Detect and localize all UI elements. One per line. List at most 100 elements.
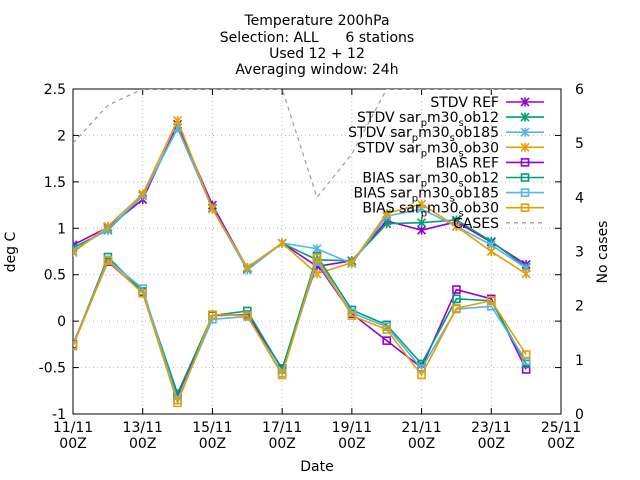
data-point	[382, 208, 392, 218]
data-point	[173, 116, 183, 126]
x-tick-label-date: 15/11	[192, 420, 232, 436]
x-tick-label-time: 00Z	[59, 436, 86, 452]
legend-marker	[520, 158, 530, 167]
legend-entry: STDV sarpm30sob30	[357, 140, 544, 159]
y-tick-label: -1	[52, 407, 66, 423]
legend-label: CASES	[453, 216, 499, 232]
chart-title: Temperature 200hPa Selection: ALL 6 stat…	[220, 13, 414, 78]
title-line-4: Averaging window: 24h	[235, 62, 398, 78]
data-point	[277, 370, 287, 380]
data-point	[138, 189, 148, 199]
data-point	[452, 285, 461, 294]
data-point	[173, 398, 182, 408]
data-point	[486, 296, 496, 306]
legend-marker	[520, 97, 530, 107]
y2-tick-label: 3	[575, 245, 584, 261]
y-axis-label: deg C	[3, 231, 19, 272]
series-bias-sar-p-m30-s-ob12	[73, 251, 531, 398]
title-line-1: Temperature 200hPa	[243, 13, 389, 29]
legend-entry: BIAS REF	[436, 155, 544, 171]
series-line	[73, 254, 527, 396]
series-line	[73, 256, 527, 406]
x-tick-label-time: 00Z	[338, 436, 365, 452]
data-point	[242, 306, 252, 316]
legend-label: BIAS sarpm30sob30	[362, 201, 499, 220]
legend-marker	[520, 127, 530, 137]
x-tick-label-date: 11/11	[53, 420, 93, 436]
legend-label: STDV sarpm30sob30	[357, 140, 499, 159]
title-line-3: Used 12 + 12	[269, 46, 365, 62]
x-tick-label-date: 19/11	[332, 420, 372, 436]
data-point	[138, 284, 148, 293]
y-tick-label: 0	[57, 314, 66, 330]
y2-axis-label: No cases	[595, 221, 611, 284]
data-point	[521, 365, 531, 374]
data-point	[417, 218, 427, 228]
y-tick-label: 1.5	[44, 175, 66, 191]
legend-marker	[520, 188, 530, 197]
x-tick-label-time: 00Z	[268, 436, 295, 452]
legend-label: STDV REF	[430, 95, 499, 111]
data-point	[103, 256, 113, 266]
legend-entry: BIAS sarpm30sob30	[362, 201, 544, 220]
data-point	[208, 310, 217, 319]
legend-label: BIAS sarpm30sob12	[362, 171, 499, 190]
legend-entry: BIAS sarpm30sob12	[362, 171, 544, 190]
legend-marker	[520, 203, 530, 212]
legend-entry: STDV REF	[430, 95, 544, 111]
x-tick-label-date: 25/11	[541, 420, 581, 436]
data-point	[347, 258, 357, 268]
series-line	[73, 118, 527, 275]
y-tick-label: 0.5	[44, 268, 66, 284]
series-bias-sar-p-m30-s-ob185	[73, 255, 531, 405]
y2-tick-label: 1	[575, 353, 584, 369]
legend-entry: STDV sarpm30sob185	[348, 125, 544, 144]
legend-entry: STDV sarpm30sob12	[357, 110, 544, 129]
y-tick-label: 2	[57, 128, 66, 144]
data-point	[277, 238, 287, 248]
data-point	[521, 350, 531, 359]
x-tick-label-date: 21/11	[401, 420, 441, 436]
x-tick-label-time: 00Z	[547, 436, 574, 452]
y-tick-label: 1	[57, 221, 66, 237]
data-point	[73, 246, 78, 256]
data-point	[452, 294, 461, 304]
y2-tick-label: 2	[575, 299, 584, 315]
y2-tick-label: 5	[575, 136, 584, 152]
data-point	[207, 204, 217, 214]
y2-tick-label: 6	[575, 82, 584, 98]
series-line	[73, 260, 527, 398]
title-line-2: Selection: ALL 6 stations	[220, 30, 414, 46]
series	[73, 89, 531, 408]
data-point	[382, 325, 392, 334]
legend-entry: CASES	[453, 216, 544, 232]
data-point	[486, 246, 496, 257]
data-point	[451, 221, 461, 231]
x-tick-label-time: 00Z	[478, 436, 505, 452]
data-point	[312, 244, 322, 254]
series-line	[73, 258, 527, 403]
legend-marker	[520, 173, 530, 182]
x-tick-label-date: 13/11	[123, 420, 163, 436]
data-point	[452, 303, 461, 313]
series-bias-ref	[73, 257, 531, 400]
series-stdv-sar-p-m30-s-ob30	[73, 116, 531, 279]
legend-label: STDV sarpm30sob185	[348, 125, 499, 144]
series-bias-sar-p-m30-s-ob30	[73, 253, 531, 408]
x-tick-label-time: 00Z	[199, 436, 226, 452]
data-point	[73, 247, 78, 257]
y2-tick-label: 4	[575, 190, 584, 206]
data-point	[347, 311, 357, 320]
y-tick-label: -0.5	[39, 361, 66, 377]
legend-label: BIAS sarpm30sob185	[354, 186, 500, 205]
legend-marker	[520, 112, 530, 122]
data-point	[138, 288, 148, 298]
legend-entry: BIAS sarpm30sob185	[354, 186, 544, 205]
legend-label: STDV sarpm30sob12	[357, 110, 499, 129]
x-axis-label: Date	[300, 459, 333, 475]
x-tick-label-date: 23/11	[471, 420, 511, 436]
data-point	[242, 262, 252, 272]
y-tick-label: 2.5	[44, 82, 66, 98]
